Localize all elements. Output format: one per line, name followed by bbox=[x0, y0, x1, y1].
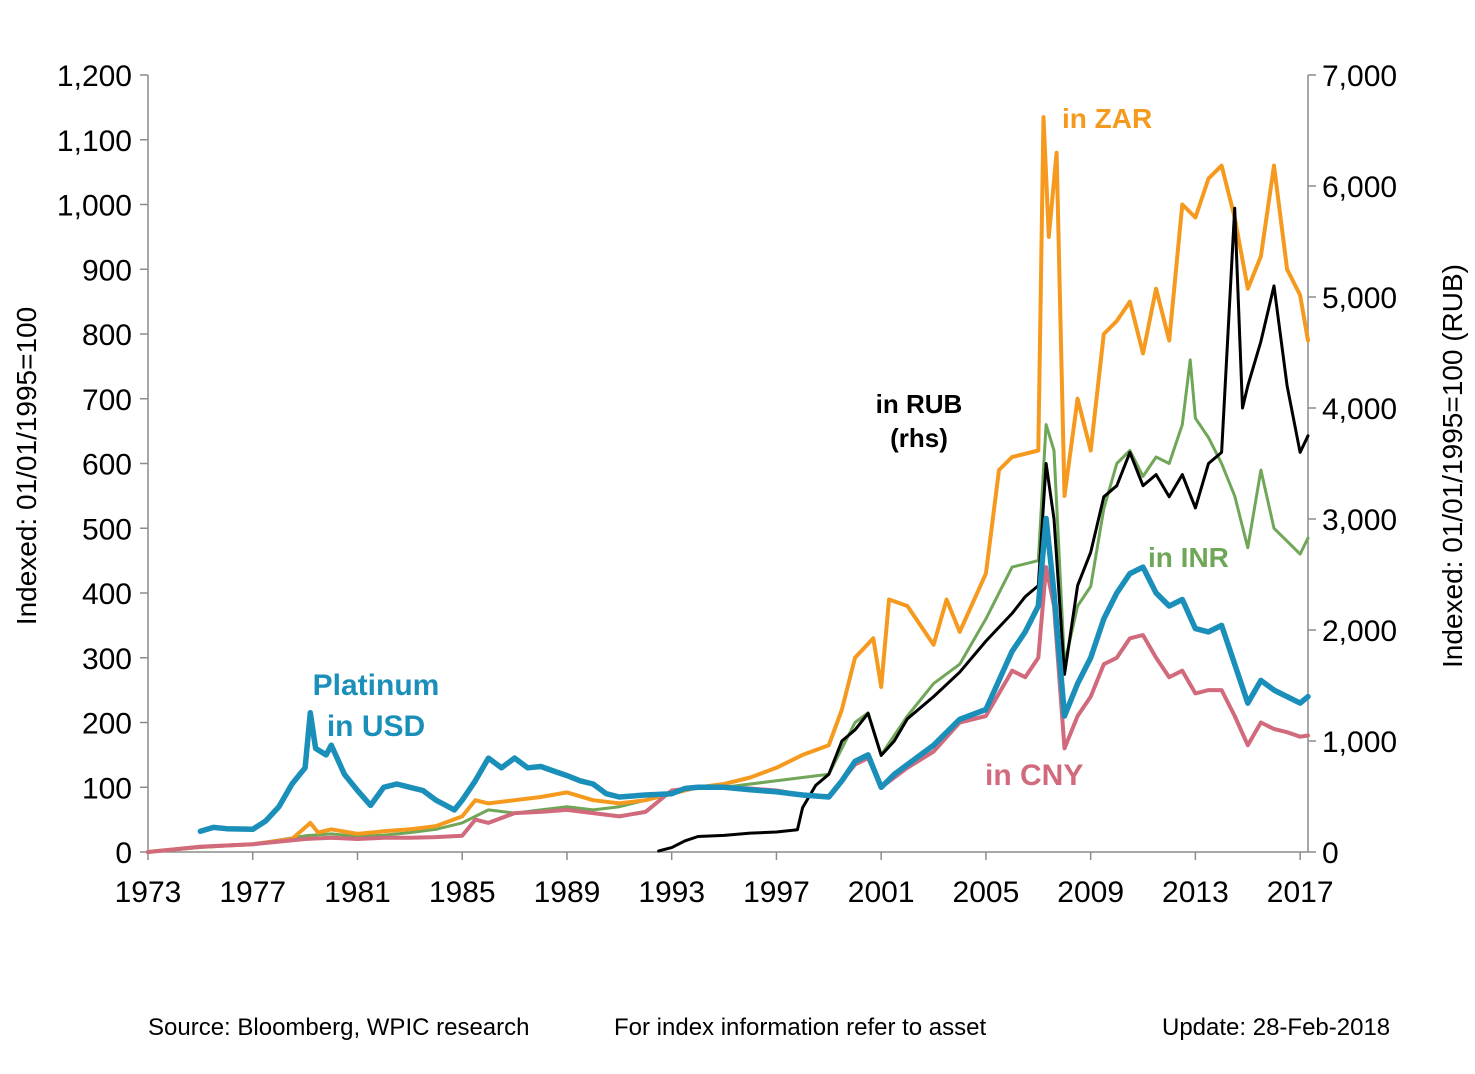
y-tick-right-label: 1,000 bbox=[1322, 726, 1397, 759]
y-tick-left-label: 1,100 bbox=[57, 125, 132, 158]
x-tick-label: 2017 bbox=[1267, 876, 1334, 909]
y-tick-left-label: 1,200 bbox=[57, 60, 132, 93]
y-tick-right-label: 6,000 bbox=[1322, 171, 1397, 204]
x-tick-label: 1981 bbox=[324, 876, 391, 909]
line-chart: 0 100 200 300 400 500 600 700 800 900 1,000 1,100 1,… bbox=[11, 60, 1468, 909]
footer-update: Update: 28-Feb-2018 bbox=[1162, 1014, 1391, 1041]
x-tick-label: 1973 bbox=[115, 876, 182, 909]
x-tick-label: 1997 bbox=[743, 876, 810, 909]
y-tick-right-label: 2,000 bbox=[1322, 615, 1397, 648]
footer-source: Source: Bloomberg, WPIC research bbox=[148, 1014, 530, 1041]
y-axis-label-left: Indexed: 01/01/1995=100 bbox=[11, 307, 42, 625]
x-tick-label: 1989 bbox=[534, 876, 601, 909]
y-tick-left-label: 0 bbox=[115, 837, 132, 870]
x-tick-label: 2009 bbox=[1057, 876, 1124, 909]
y-tick-left-label: 700 bbox=[82, 384, 132, 417]
y-tick-right-label: 7,000 bbox=[1322, 60, 1397, 93]
y-tick-left-label: 800 bbox=[82, 319, 132, 352]
y-tick-left-label: 400 bbox=[82, 578, 132, 611]
y-tick-left-label: 500 bbox=[82, 513, 132, 546]
annotation-rhs: (rhs) bbox=[890, 423, 948, 453]
y-tick-left-label: 300 bbox=[82, 643, 132, 676]
axes: 0 100 200 300 400 500 600 700 800 900 1,000 1,100 1,… bbox=[57, 60, 1397, 909]
annotation-in-cny: in CNY bbox=[985, 759, 1083, 792]
annotation-in-usd: in USD bbox=[327, 710, 425, 743]
series-line-in-rub-rhs bbox=[657, 206, 1310, 853]
x-tick-label: 2013 bbox=[1162, 876, 1229, 909]
series-line-in-inr bbox=[146, 358, 1310, 854]
y-tick-left-label: 100 bbox=[82, 772, 132, 805]
x-tick-label: 1993 bbox=[638, 876, 705, 909]
annotation-platinum: Platinum bbox=[313, 669, 440, 702]
y-tick-right-label: 5,000 bbox=[1322, 282, 1397, 315]
series-line-platinum-in-usd bbox=[197, 515, 1311, 835]
y-tick-right-label: 4,000 bbox=[1322, 393, 1397, 426]
y-tick-left-label: 900 bbox=[82, 254, 132, 287]
x-tick-label: 1985 bbox=[429, 876, 496, 909]
y-tick-right-label: 0 bbox=[1322, 837, 1339, 870]
annotation-in-zar: in ZAR bbox=[1062, 103, 1152, 134]
annotations: in ZAR in RUB (rhs) in INR Platinum in USD in … bbox=[313, 103, 1229, 792]
series-line-in-cny bbox=[146, 565, 1310, 854]
y-tick-right-label: 3,000 bbox=[1322, 504, 1397, 537]
series-line-in-zar bbox=[146, 115, 1310, 854]
y-axis-label-right: Indexed: 01/01/1995=100 (RUB) bbox=[1437, 264, 1468, 668]
annotation-in-rub: in RUB bbox=[876, 389, 963, 419]
y-tick-left-label: 200 bbox=[82, 708, 132, 741]
x-tick-label: 2001 bbox=[848, 876, 915, 909]
series-lines bbox=[146, 115, 1311, 854]
annotation-in-inr: in INR bbox=[1148, 542, 1229, 573]
footer-note: For index information refer to asset bbox=[614, 1014, 987, 1041]
x-tick-label: 2005 bbox=[953, 876, 1020, 909]
x-tick-label: 1977 bbox=[219, 876, 286, 909]
y-tick-left-label: 600 bbox=[82, 449, 132, 482]
y-tick-left-label: 1,000 bbox=[57, 190, 132, 223]
